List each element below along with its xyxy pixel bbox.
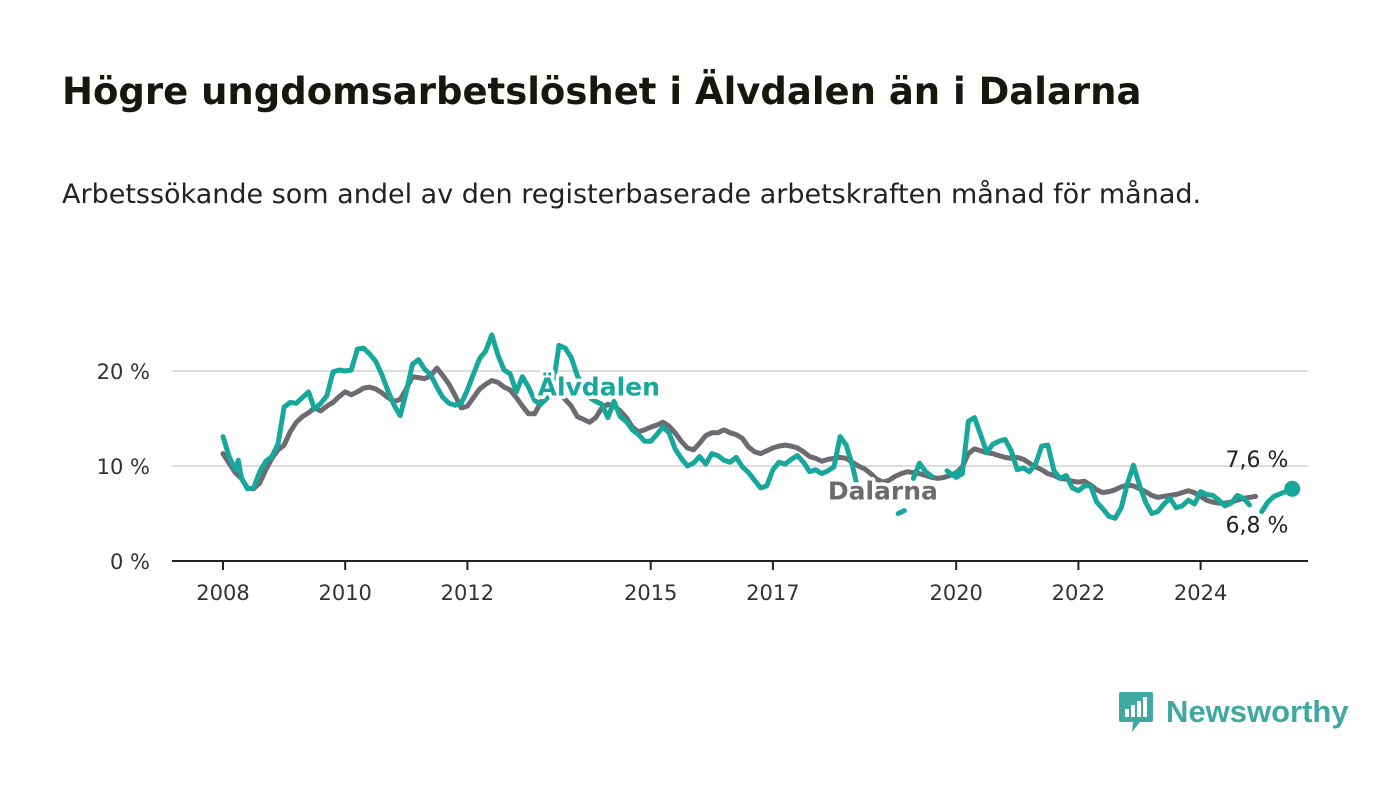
y-tick-label-20: 20 % <box>97 360 150 384</box>
x-tick-label-2008: 2008 <box>196 581 249 605</box>
y-tick-label-0: 0 % <box>110 550 150 574</box>
y-axis: 0 % 10 % 20 % <box>97 360 150 574</box>
series-line-alvdalen-segment-4 <box>1259 486 1295 515</box>
series-label-alvdalen: Älvdalen <box>538 372 660 402</box>
x-tick-label-2024: 2024 <box>1174 581 1227 605</box>
series-line-alvdalen-segment-1 <box>910 460 935 481</box>
x-tick-label-2017: 2017 <box>746 581 799 605</box>
chart-subtitle: Arbetssökande som andel av den registerb… <box>62 179 1202 210</box>
series-line-alvdalen-segment-0 <box>895 508 907 516</box>
series-line-alvdalen-segment-3 <box>953 415 1252 521</box>
series-lines <box>220 332 1301 521</box>
series-label-dalarna: Dalarna <box>828 476 938 505</box>
x-tick-label-2015: 2015 <box>624 581 677 605</box>
x-tick-label-2012: 2012 <box>441 581 494 605</box>
x-axis: 2008 2010 2012 2015 2017 2020 2022 2024 <box>172 560 1308 605</box>
series-label-dalarna-halo: Dalarna <box>828 476 938 505</box>
y-tick-label-10: 10 % <box>97 455 150 479</box>
end-label-alvdalen: 7,6 % <box>1226 448 1289 473</box>
brand-name: Newsworthy <box>1166 694 1349 729</box>
series-endpoint-alvdalen <box>1284 480 1301 497</box>
x-tick-label-2020: 2020 <box>929 581 982 605</box>
series-label-alvdalen-halo: Älvdalen <box>538 372 660 402</box>
brand-logo: Newsworthy <box>1118 690 1349 734</box>
series-line-alvdalen-segment-2 <box>944 468 962 478</box>
end-label-dalarna: 6,8 % <box>1226 513 1289 538</box>
x-tick-label-2010: 2010 <box>318 581 371 605</box>
series-line-alvdalen <box>220 332 874 499</box>
grid-lines <box>172 370 1308 467</box>
x-tick-label-2022: 2022 <box>1052 581 1105 605</box>
page-title: Högre ungdomsarbetslöshet i Älvdalen än … <box>62 70 1142 113</box>
series-line-dalarna <box>220 365 1259 506</box>
newsworthy-chart-bubble-icon <box>1119 692 1153 732</box>
